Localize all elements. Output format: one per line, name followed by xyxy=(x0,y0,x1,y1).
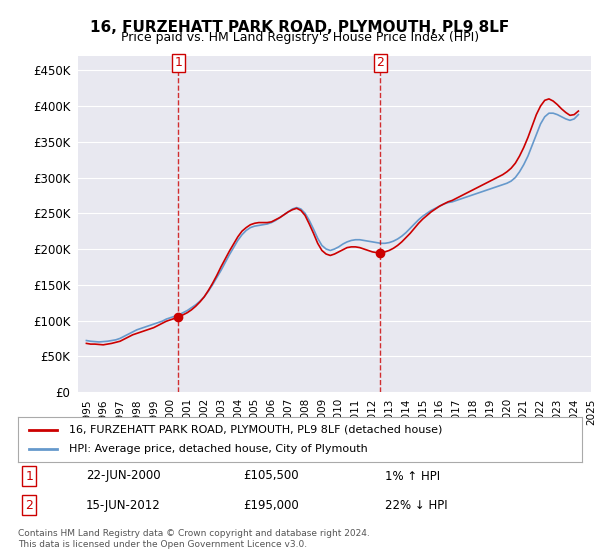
Text: 15-JUN-2012: 15-JUN-2012 xyxy=(86,498,160,512)
Text: £195,000: £195,000 xyxy=(244,498,299,512)
Text: 1% ↑ HPI: 1% ↑ HPI xyxy=(385,469,440,483)
Text: 1: 1 xyxy=(25,469,33,483)
Text: Price paid vs. HM Land Registry's House Price Index (HPI): Price paid vs. HM Land Registry's House … xyxy=(121,31,479,44)
Text: 16, FURZEHATT PARK ROAD, PLYMOUTH, PL9 8LF: 16, FURZEHATT PARK ROAD, PLYMOUTH, PL9 8… xyxy=(91,20,509,35)
Text: Contains HM Land Registry data © Crown copyright and database right 2024.
This d: Contains HM Land Registry data © Crown c… xyxy=(18,529,370,549)
Text: 22-JUN-2000: 22-JUN-2000 xyxy=(86,469,160,483)
Text: HPI: Average price, detached house, City of Plymouth: HPI: Average price, detached house, City… xyxy=(69,445,368,455)
Text: 22% ↓ HPI: 22% ↓ HPI xyxy=(385,498,447,512)
Text: £105,500: £105,500 xyxy=(244,469,299,483)
Text: 1: 1 xyxy=(175,56,182,69)
Text: 2: 2 xyxy=(376,56,384,69)
Text: 2: 2 xyxy=(25,498,33,512)
Text: 16, FURZEHATT PARK ROAD, PLYMOUTH, PL9 8LF (detached house): 16, FURZEHATT PARK ROAD, PLYMOUTH, PL9 8… xyxy=(69,424,442,435)
